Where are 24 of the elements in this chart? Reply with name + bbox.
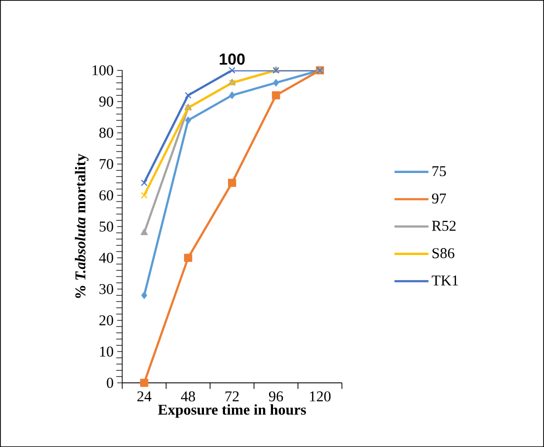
x-tick-label: 72 xyxy=(226,391,239,402)
y-tick-label: 60 xyxy=(99,190,114,200)
y-tick-label: 10 xyxy=(100,346,114,357)
x-tick-label: 96 xyxy=(269,391,284,402)
y-tick-label: 20 xyxy=(99,315,114,326)
y-tick-label: 0 xyxy=(106,378,114,388)
y-tick-label: 30 xyxy=(100,284,114,294)
chart-title: 100 xyxy=(220,53,245,65)
y-axis-title: % T.absoluta mortality xyxy=(74,154,88,298)
x-tick-label: 120 xyxy=(310,391,331,402)
legend-label: TK1 xyxy=(432,275,458,286)
x-axis-title: Exposure time in hours xyxy=(158,404,306,418)
y-tick-label: 100 xyxy=(92,65,114,76)
legend-label: 97 xyxy=(432,193,446,204)
y-tick-label: 80 xyxy=(99,128,114,138)
legend-label: 75 xyxy=(432,166,446,176)
legend-label: R52 xyxy=(432,220,456,231)
y-tick-label: 70 xyxy=(100,158,114,170)
y-tick-label: 40 xyxy=(99,252,114,263)
legend-label: S86 xyxy=(432,248,454,258)
x-tick-label: 24 xyxy=(137,391,152,402)
y-tick-label: 50 xyxy=(100,221,114,232)
y-tick-label: 90 xyxy=(99,96,114,107)
x-tick-label: 48 xyxy=(180,391,196,402)
